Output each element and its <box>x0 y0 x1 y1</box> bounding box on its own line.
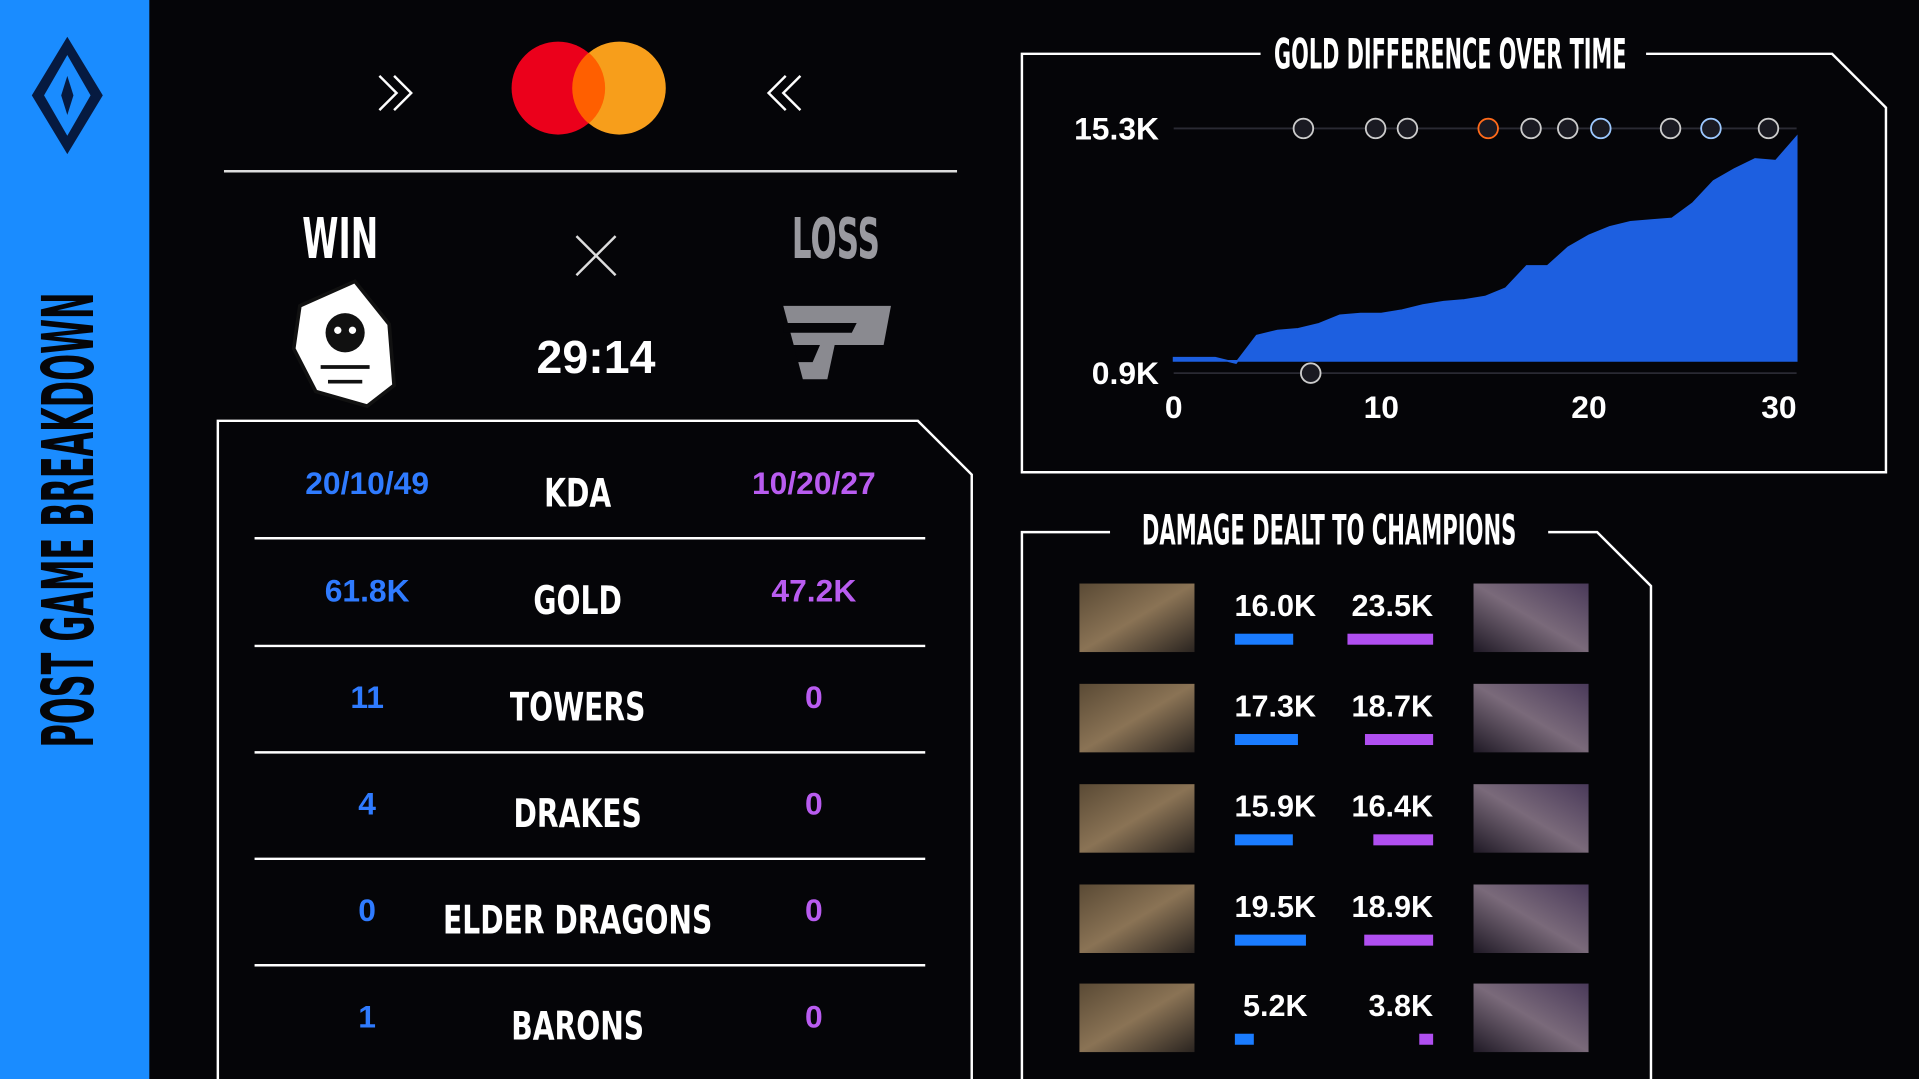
team-logo-right <box>783 305 891 380</box>
stat-label: GOLD <box>533 578 621 624</box>
gold-panel <box>1020 52 1888 474</box>
team-left-stat: 1 <box>358 998 376 1034</box>
team-left-stat: 61.8K <box>325 573 410 609</box>
damage-label: 23.5K <box>1352 589 1434 623</box>
stat-label: DRAKES <box>513 791 641 837</box>
damage-chart: 16.0K 17.3K 15.9K 19.5K 5.2K 23.5K 18.7K 16.4K 1… <box>1079 583 1589 1053</box>
champion-portrait <box>1473 983 1589 1053</box>
gold-area <box>1172 134 1798 364</box>
damage-label: 17.3K <box>1234 689 1316 723</box>
stat-label: ELDER DRAGONS <box>443 898 712 944</box>
champion-portrait <box>1473 683 1589 753</box>
sidebar <box>0 0 150 1079</box>
damage-panel <box>1020 530 1653 1079</box>
damage-label: 18.9K <box>1352 890 1434 924</box>
damage-bar <box>1234 633 1294 645</box>
team-right-stat: 0 <box>805 998 823 1034</box>
stats-table: 20/10/49 KDA 10/20/27 61.8K GOLD 47.2K 11 TOWER… <box>254 465 926 1050</box>
stat-label: BARONS <box>511 1004 644 1050</box>
team-left-stat: 4 <box>358 786 376 822</box>
damage-bar <box>1364 934 1434 946</box>
gold-chart-title: GOLD DIFFERENCE OVER TIME <box>1274 30 1626 79</box>
arrow-right <box>378 74 413 111</box>
sidebar-title: POST GAME BREAKDOWN <box>27 292 110 747</box>
event-icons <box>1292 117 1780 384</box>
x-tick-label: 0 <box>1165 389 1183 425</box>
damage-bar <box>1234 1033 1254 1045</box>
team-left-stat: 0 <box>358 892 376 928</box>
damage-bar <box>1347 633 1434 645</box>
team-logo-left <box>291 279 396 409</box>
damage-label: 16.4K <box>1352 790 1434 824</box>
game-duration: 29:14 <box>537 331 656 383</box>
damage-label: 15.9K <box>1234 790 1316 824</box>
damage-bar <box>1234 734 1298 746</box>
champion-portrait <box>1473 583 1589 653</box>
damage-bar <box>1373 834 1434 846</box>
stat-label: KDA <box>544 471 612 517</box>
team-right-stat: 47.2K <box>771 573 856 609</box>
arrow-left <box>766 74 802 111</box>
champion-portrait <box>1079 583 1195 653</box>
x-tick-label: 20 <box>1571 389 1606 425</box>
damage-bar <box>1234 834 1293 846</box>
sponsor-overlap <box>572 52 606 124</box>
champion-portrait <box>1079 983 1195 1053</box>
win-label: WIN <box>302 207 378 272</box>
x-tick-label: 30 <box>1761 389 1796 425</box>
logo <box>31 36 103 155</box>
y-tick-label: 0.9K <box>1092 355 1159 391</box>
champion-portrait <box>1079 683 1195 753</box>
champion-portrait <box>1473 784 1589 853</box>
champion-portrait <box>1473 884 1589 953</box>
damage-label: 3.8K <box>1369 989 1434 1023</box>
versus-mark <box>575 235 617 277</box>
damage-label: 16.0K <box>1234 589 1316 623</box>
team-left-stat: 11 <box>350 679 384 715</box>
champion-portrait <box>1079 784 1195 853</box>
team-right-stat: 0 <box>805 679 823 715</box>
gold-chart: 0.9K 15.3K 0 10 20 30 <box>1074 110 1798 425</box>
team-right-stat: 0 <box>805 892 823 928</box>
team-right-stat: 10/20/27 <box>752 465 876 501</box>
damage-chart-title: DAMAGE DEALT TO CHAMPIONS <box>1142 505 1516 554</box>
damage-label: 18.7K <box>1352 689 1434 723</box>
damage-bar <box>1234 934 1306 946</box>
team-right-stat: 0 <box>805 786 823 822</box>
damage-label: 19.5K <box>1234 890 1316 924</box>
loss-label: LOSS <box>792 207 880 272</box>
x-tick-label: 10 <box>1364 389 1399 425</box>
damage-bar <box>1364 734 1434 746</box>
damage-bar <box>1419 1033 1434 1045</box>
champion-portrait <box>1079 884 1195 953</box>
stats-panel <box>216 419 973 1079</box>
stat-label: TOWERS <box>510 685 646 731</box>
damage-label: 5.2K <box>1243 989 1308 1023</box>
team-left-stat: 20/10/49 <box>305 465 429 501</box>
y-tick-label: 15.3K <box>1074 110 1159 146</box>
